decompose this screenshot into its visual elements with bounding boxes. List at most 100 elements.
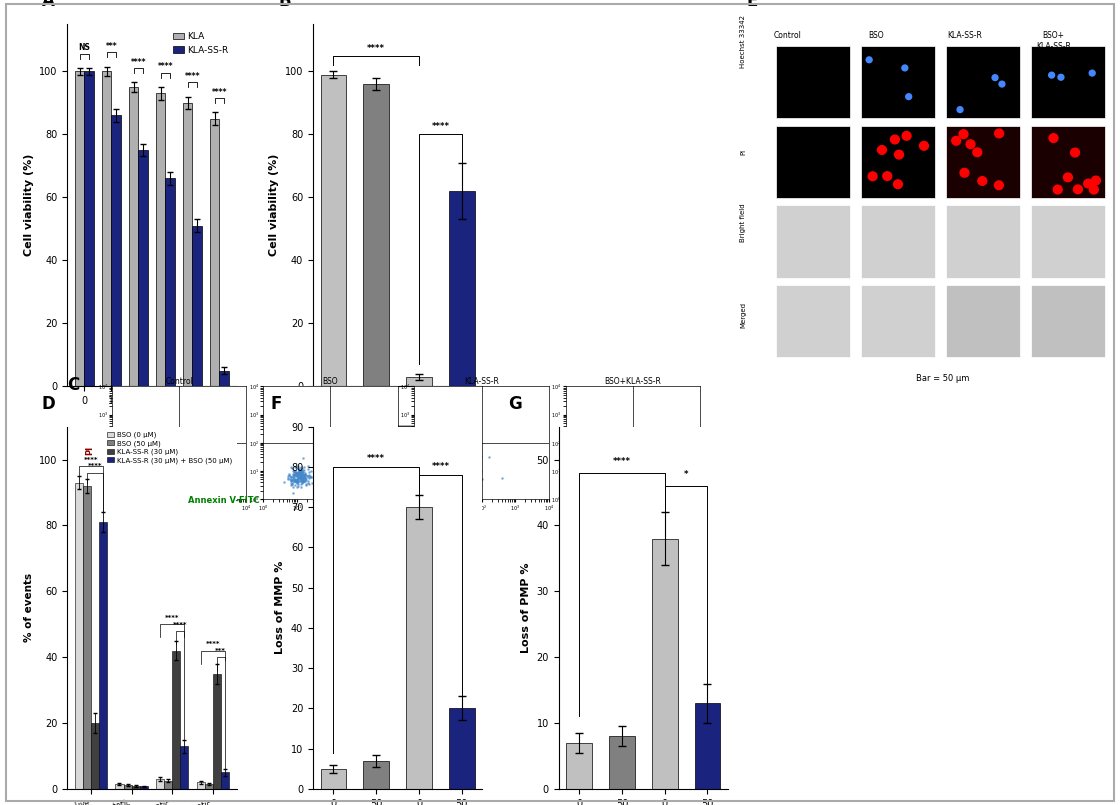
Point bbox=[134, 473, 152, 486]
Text: ****: **** bbox=[367, 454, 385, 463]
Point bbox=[287, 474, 305, 487]
Point bbox=[291, 470, 309, 483]
Point bbox=[598, 460, 616, 473]
Point bbox=[293, 473, 311, 486]
Point bbox=[150, 468, 168, 481]
Point bbox=[292, 472, 310, 485]
Point bbox=[594, 469, 612, 481]
Point bbox=[147, 476, 165, 489]
Point bbox=[152, 478, 170, 491]
Point bbox=[435, 456, 452, 469]
Point bbox=[449, 478, 467, 491]
Bar bbox=[221, 773, 228, 789]
Point bbox=[276, 476, 293, 489]
Bar bbox=[407, 377, 432, 386]
Point bbox=[436, 462, 454, 475]
Point bbox=[600, 478, 618, 491]
Point bbox=[137, 471, 155, 484]
Point bbox=[580, 474, 598, 487]
Point bbox=[569, 467, 587, 480]
Point bbox=[456, 471, 474, 484]
Text: Hoechst 33342: Hoechst 33342 bbox=[740, 14, 746, 68]
Point bbox=[600, 464, 618, 477]
Point bbox=[140, 460, 158, 473]
Point bbox=[289, 470, 307, 483]
Point bbox=[612, 476, 629, 489]
Point bbox=[431, 476, 449, 489]
Point bbox=[297, 478, 315, 491]
Bar bbox=[1032, 46, 1105, 118]
Point bbox=[450, 474, 468, 487]
Text: ****: **** bbox=[205, 642, 220, 647]
Point bbox=[614, 456, 632, 469]
Point bbox=[286, 475, 304, 488]
Point bbox=[607, 456, 625, 469]
Point bbox=[598, 476, 616, 489]
Point bbox=[138, 478, 156, 491]
Point bbox=[463, 464, 480, 477]
Point bbox=[142, 477, 160, 489]
Point bbox=[292, 464, 310, 477]
Text: ****: **** bbox=[431, 122, 449, 131]
Point bbox=[291, 471, 309, 484]
Y-axis label: Loss of PMP %: Loss of PMP % bbox=[521, 563, 531, 653]
Point bbox=[456, 452, 474, 464]
Point bbox=[292, 469, 310, 482]
Point bbox=[454, 475, 472, 488]
Point bbox=[293, 473, 311, 485]
Point bbox=[150, 471, 168, 484]
Point bbox=[582, 464, 600, 477]
Point bbox=[448, 458, 466, 471]
Title: BSO: BSO bbox=[323, 377, 338, 386]
Point bbox=[430, 456, 448, 469]
Point bbox=[286, 469, 304, 481]
Point bbox=[599, 479, 617, 492]
Bar bbox=[123, 785, 132, 789]
Point bbox=[292, 466, 310, 479]
Point bbox=[291, 466, 309, 479]
Point bbox=[296, 469, 314, 481]
Point bbox=[136, 477, 153, 489]
Point bbox=[472, 476, 489, 489]
Point bbox=[139, 473, 157, 485]
Point bbox=[290, 468, 308, 481]
Point bbox=[586, 462, 604, 475]
Point bbox=[445, 479, 463, 492]
Point bbox=[283, 476, 301, 489]
Point bbox=[588, 465, 606, 478]
Point bbox=[299, 463, 317, 476]
Legend: KLA, KLA-SS-R: KLA, KLA-SS-R bbox=[169, 29, 232, 59]
Point bbox=[288, 475, 306, 488]
Point bbox=[596, 460, 614, 473]
Point bbox=[465, 458, 483, 471]
Point bbox=[592, 475, 610, 488]
Point bbox=[448, 476, 466, 489]
Point bbox=[449, 459, 467, 472]
Point bbox=[137, 468, 155, 481]
Point bbox=[287, 470, 305, 483]
Bar bbox=[1032, 205, 1105, 278]
Point bbox=[141, 477, 159, 490]
Point bbox=[430, 477, 448, 489]
Point bbox=[430, 473, 448, 486]
Point bbox=[590, 462, 608, 475]
Point bbox=[601, 470, 619, 483]
Point bbox=[300, 469, 318, 481]
Point bbox=[441, 458, 459, 471]
Point bbox=[426, 473, 444, 485]
Point bbox=[289, 480, 307, 493]
Point bbox=[292, 464, 310, 477]
Point bbox=[466, 474, 484, 487]
Point bbox=[130, 468, 148, 481]
Text: A: A bbox=[41, 0, 55, 10]
Point bbox=[584, 457, 601, 470]
Point bbox=[595, 470, 613, 483]
Bar bbox=[567, 743, 592, 789]
Point bbox=[138, 473, 156, 485]
Bar bbox=[75, 72, 84, 386]
Point bbox=[440, 476, 458, 489]
Point bbox=[435, 467, 452, 480]
Point bbox=[449, 455, 467, 468]
Point bbox=[441, 482, 459, 495]
Point bbox=[460, 448, 478, 460]
